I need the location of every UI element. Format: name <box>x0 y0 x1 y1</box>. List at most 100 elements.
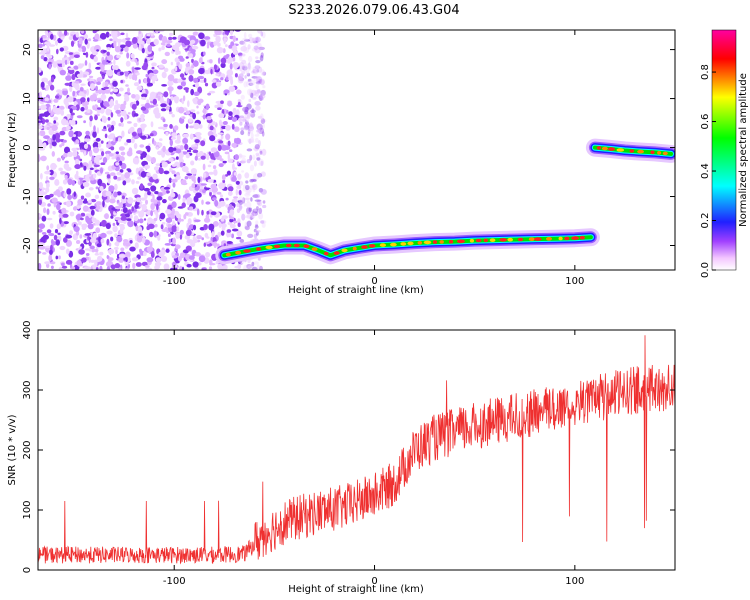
noise-speckle <box>202 163 206 171</box>
colorbar-tick-label: 0.4 <box>700 163 711 179</box>
noise-speckle <box>171 255 178 259</box>
noise-speckle <box>226 109 229 114</box>
noise-speckle <box>243 39 251 42</box>
noise-speckle <box>117 39 121 47</box>
noise-speckle <box>84 138 91 142</box>
noise-speckle <box>168 238 172 244</box>
noise-speckle <box>241 157 247 164</box>
noise-speckle <box>48 106 52 114</box>
noise-speckle <box>78 249 85 255</box>
noise-speckle <box>100 232 107 239</box>
noise-speckle <box>114 46 121 53</box>
noise-speckle <box>171 201 177 209</box>
noise-speckle <box>252 194 259 198</box>
noise-speckle <box>207 164 212 168</box>
noise-speckle <box>151 78 155 82</box>
noise-speckle <box>249 89 252 96</box>
noise-speckle <box>107 179 111 184</box>
noise-speckle <box>177 85 183 90</box>
noise-speckle <box>144 164 151 169</box>
noise-speckle <box>181 77 187 81</box>
noise-speckle <box>94 44 101 52</box>
noise-speckle <box>247 109 254 115</box>
noise-speckle <box>246 72 251 77</box>
noise-speckle <box>48 254 53 262</box>
noise-speckle <box>97 99 102 103</box>
signal-hotspot <box>432 240 438 244</box>
noise-speckle <box>151 157 156 164</box>
noise-speckle <box>51 197 58 203</box>
noise-speckle <box>246 118 250 125</box>
noise-speckle <box>112 222 116 226</box>
noise-speckle <box>58 255 61 260</box>
y-tick-label: 100 <box>22 500 33 519</box>
noise-speckle <box>69 230 73 236</box>
noise-speckle <box>127 220 134 228</box>
noise-speckle <box>168 36 173 41</box>
noise-speckle <box>242 184 247 188</box>
noise-speckle <box>94 114 98 121</box>
noise-speckle <box>85 51 89 58</box>
noise-speckle <box>217 231 221 238</box>
noise-speckle <box>175 156 179 160</box>
noise-speckle <box>47 203 51 207</box>
noise-speckle <box>219 194 223 198</box>
snr-ylabel: SNR (10 * v/v) <box>7 414 18 485</box>
noise-speckle <box>88 160 93 166</box>
noise-speckle <box>161 59 168 65</box>
noise-speckle <box>246 103 252 110</box>
noise-speckle <box>246 214 252 218</box>
noise-speckle <box>225 44 228 48</box>
noise-speckle <box>46 229 52 234</box>
noise-speckle <box>228 44 233 49</box>
noise-speckle <box>106 43 112 49</box>
noise-speckle <box>125 84 129 87</box>
noise-speckle <box>103 86 110 90</box>
noise-speckle <box>55 239 60 246</box>
noise-speckle <box>95 201 102 206</box>
noise-speckle <box>105 222 111 230</box>
noise-speckle <box>103 61 109 65</box>
noise-speckle <box>156 203 159 211</box>
noise-speckle <box>219 119 222 127</box>
noise-speckle <box>248 37 255 44</box>
colorbar-tick-label: 0.8 <box>700 64 711 80</box>
noise-speckle <box>148 143 151 147</box>
noise-speckle <box>50 261 56 265</box>
noise-speckle <box>248 98 252 103</box>
noise-speckle <box>42 252 47 255</box>
noise-speckle <box>70 114 74 120</box>
noise-speckle <box>251 210 256 215</box>
noise-speckle <box>224 187 228 191</box>
noise-speckle <box>216 243 220 247</box>
noise-speckle <box>95 137 101 142</box>
x-tick-label: 0 <box>371 576 377 587</box>
noise-speckle <box>248 207 253 212</box>
noise-speckle <box>258 66 263 73</box>
noise-speckle <box>54 132 61 140</box>
noise-speckle <box>89 78 95 82</box>
noise-speckle <box>115 100 118 105</box>
noise-speckle <box>110 172 116 177</box>
noise-speckle <box>251 37 257 43</box>
noise-speckle <box>176 226 180 232</box>
noise-speckle <box>75 170 79 176</box>
noise-speckle <box>229 203 233 211</box>
signal-hotspot <box>407 241 414 246</box>
noise-speckle <box>208 223 215 231</box>
noise-speckle <box>241 65 246 69</box>
noise-speckle <box>82 181 90 188</box>
noise-speckle <box>115 249 118 255</box>
noise-speckle <box>237 77 244 84</box>
noise-speckle <box>55 95 59 99</box>
noise-speckle <box>63 237 68 243</box>
noise-speckle <box>229 149 233 153</box>
noise-speckle <box>253 208 257 212</box>
noise-speckle <box>250 89 257 96</box>
noise-speckle <box>244 225 250 231</box>
noise-speckle <box>86 217 92 225</box>
noise-speckle <box>144 265 150 268</box>
noise-speckle <box>49 223 54 229</box>
noise-speckle <box>235 37 239 41</box>
noise-speckle <box>61 141 65 147</box>
